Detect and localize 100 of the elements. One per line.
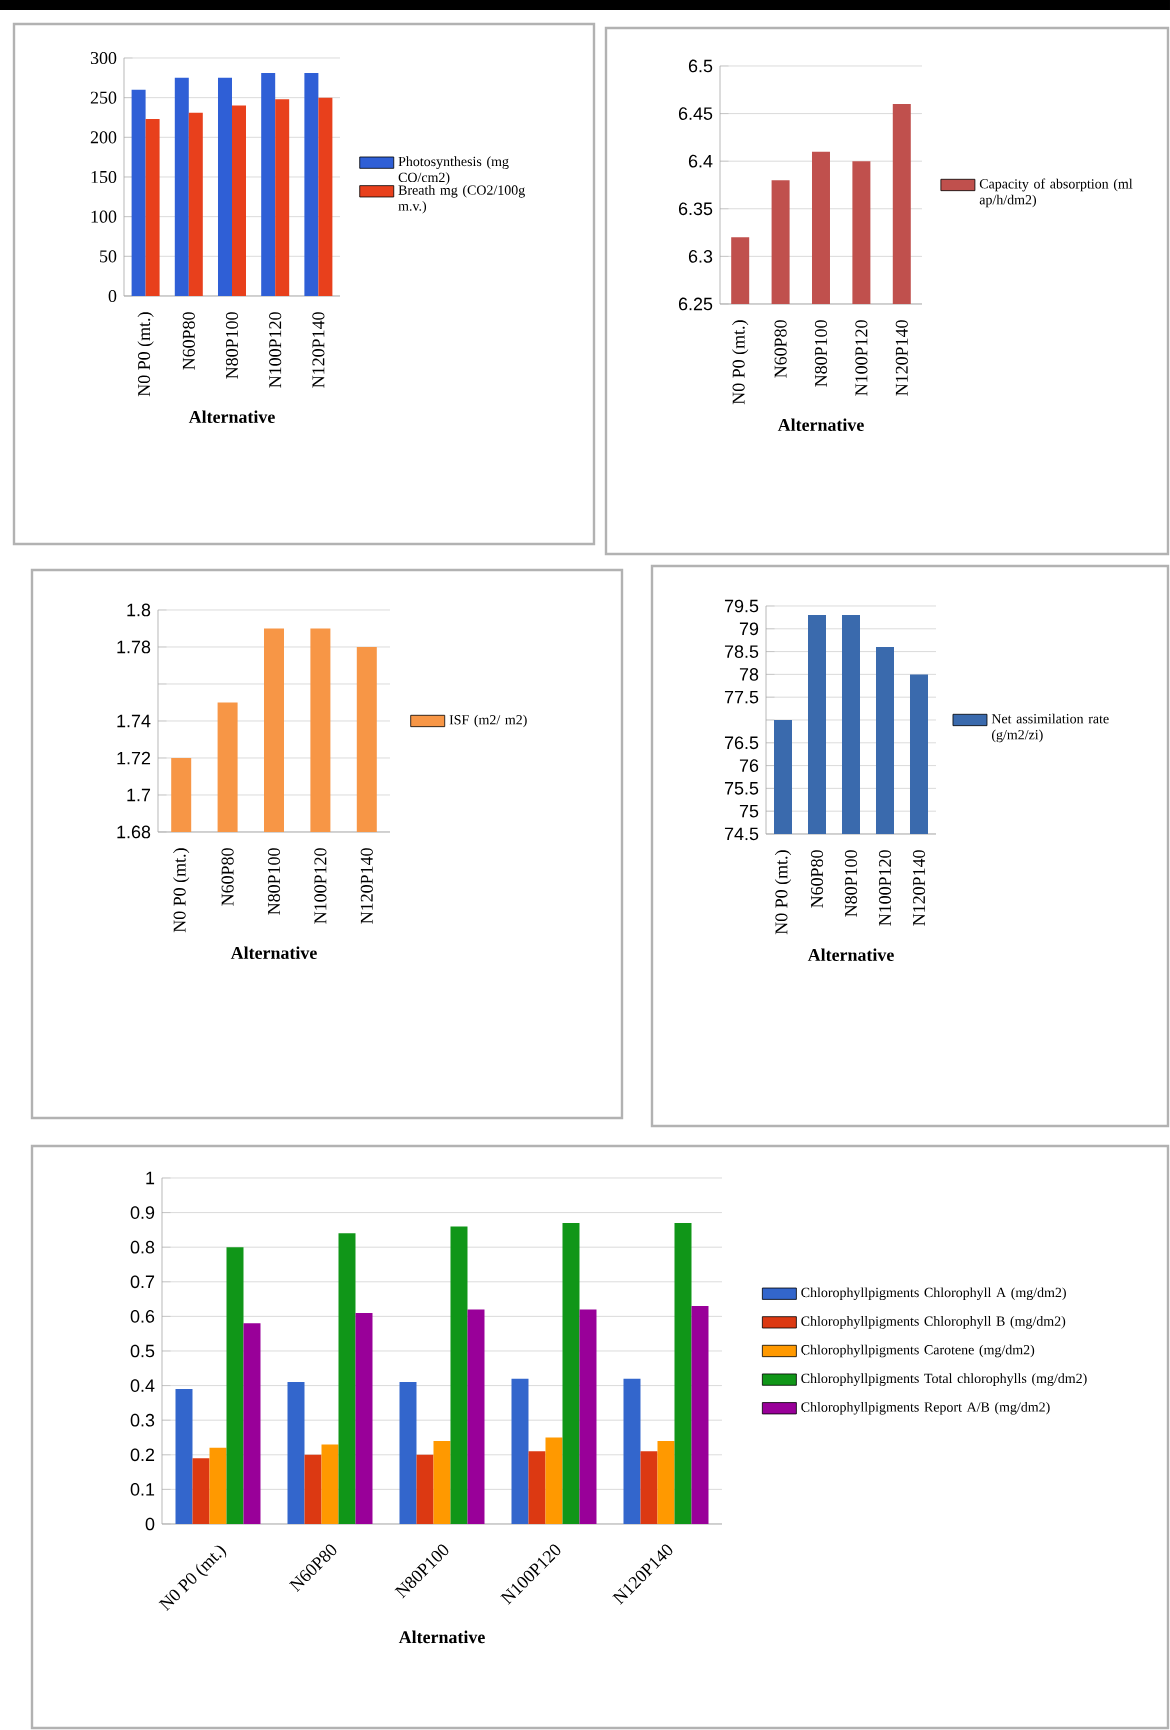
y-tick-label: 0.6	[130, 1310, 155, 1323]
y-tick-label: 1.8	[127, 603, 151, 617]
y-tick-label: 76.5	[724, 736, 759, 750]
bar	[657, 1440, 675, 1524]
x-tick-label: N0 P0 (mt.)	[173, 848, 190, 933]
bar	[562, 1222, 580, 1524]
y-tick-label: 0.1	[130, 1483, 155, 1496]
y-tick-label: 1	[146, 1171, 155, 1185]
y-tick-label: 300	[90, 51, 117, 65]
y-tick-label: 1.74	[117, 714, 151, 728]
y-tick-label: 0.3	[130, 1413, 155, 1427]
bar	[416, 1454, 434, 1524]
y-tick-label: 78.5	[724, 645, 759, 658]
x-tick-label: N80P100	[225, 312, 239, 379]
bar	[218, 77, 232, 296]
bar	[528, 1451, 546, 1524]
y-tick-label: 1.7	[127, 788, 151, 802]
y-tick-label: 100	[91, 210, 117, 223]
bar	[511, 1378, 529, 1524]
x-tick-label: N80P100	[844, 850, 858, 917]
bar	[304, 1454, 322, 1524]
bar	[318, 97, 333, 296]
y-tick-label: 74.5	[724, 827, 759, 841]
bar	[545, 1437, 563, 1524]
x-tick-label: N100P120	[269, 312, 282, 388]
bar	[433, 1440, 451, 1524]
y-tick-label: 0.4	[130, 1379, 155, 1392]
bar	[232, 105, 246, 296]
bar	[623, 1378, 641, 1524]
y-tick-label: 77.5	[724, 690, 759, 704]
x-tick-label: N0 P0 (mt.)	[732, 320, 749, 405]
y-tick-label: 250	[90, 91, 117, 104]
x-axis-title: Alternative	[230, 946, 317, 960]
x-tick-label: N100P120	[855, 320, 868, 396]
y-tick-label: 1.72	[117, 751, 151, 765]
bar	[674, 1222, 692, 1524]
bar	[261, 73, 276, 296]
bar	[131, 89, 146, 296]
x-axis-title: Alternative	[188, 410, 275, 424]
y-tick-label: 0.9	[130, 1206, 155, 1219]
y-tick-label: 78	[739, 668, 759, 681]
y-tick-label: 76	[739, 759, 759, 772]
bar	[192, 1458, 210, 1524]
x-axis-title: Alternative	[398, 1630, 485, 1644]
x-tick-label: N0 P0 (mt.)	[137, 312, 154, 397]
bar	[450, 1226, 468, 1524]
y-tick-label: 0	[145, 1517, 155, 1531]
x-tick-label: N80P100	[267, 848, 281, 915]
y-tick-label: 50	[100, 250, 117, 263]
y-tick-label: 6.4	[688, 154, 713, 168]
y-tick-label: 6.25	[678, 297, 713, 311]
x-tick-label: N120P140	[912, 850, 926, 926]
x-tick-label: N100P120	[878, 850, 892, 926]
y-tick-label: 0.8	[130, 1240, 155, 1254]
y-tick-label: 75	[739, 804, 759, 818]
y-tick-label: 6.5	[688, 59, 713, 73]
bar	[188, 112, 203, 296]
y-tick-label: 79	[739, 622, 759, 636]
bar	[243, 1323, 261, 1524]
bar	[691, 1306, 709, 1524]
y-tick-label: 75.5	[724, 782, 759, 795]
bar	[304, 73, 319, 296]
y-tick-label: 79.5	[724, 599, 759, 613]
x-tick-label: N60P80	[221, 848, 234, 906]
y-tick-label: 0.5	[130, 1344, 155, 1358]
x-tick-label: N120P140	[895, 320, 908, 396]
x-tick-label: N80P100	[814, 320, 828, 387]
y-tick-label: 1.68	[117, 825, 151, 839]
y-tick-label: 6.35	[678, 202, 713, 216]
bar	[275, 99, 290, 296]
bar	[467, 1309, 485, 1524]
x-axis-title: Alternative	[777, 418, 864, 432]
y-tick-label: 6.45	[678, 107, 713, 120]
bar	[174, 77, 189, 296]
bar	[287, 1382, 305, 1524]
y-tick-label: 0	[108, 289, 117, 303]
bar	[209, 1447, 227, 1524]
x-tick-label: N120P140	[360, 848, 373, 924]
bar	[399, 1382, 417, 1524]
y-tick-label: 1.78	[117, 640, 151, 654]
bar	[338, 1233, 356, 1524]
bar	[226, 1247, 244, 1524]
x-tick-label: N60P80	[774, 320, 787, 378]
y-tick-label: 6.3	[688, 250, 713, 263]
y-tick-label: 200	[90, 131, 117, 144]
x-tick-label: N0 P0 (mt.)	[774, 850, 792, 935]
y-tick-label: 0.7	[130, 1275, 155, 1289]
x-tick-label: N60P80	[810, 850, 824, 908]
y-tick-label: 150	[91, 170, 117, 184]
x-tick-label: N100P120	[314, 848, 327, 924]
y-tick-label: 0.2	[130, 1448, 155, 1462]
bar	[355, 1312, 373, 1524]
bar	[579, 1309, 597, 1524]
bar	[145, 119, 160, 296]
x-axis-title: Alternative	[807, 948, 894, 962]
x-tick-label: N60P80	[182, 312, 195, 370]
bar	[175, 1389, 193, 1524]
x-tick-label: N120P140	[312, 312, 325, 388]
bar	[321, 1444, 339, 1524]
bar	[640, 1451, 658, 1524]
